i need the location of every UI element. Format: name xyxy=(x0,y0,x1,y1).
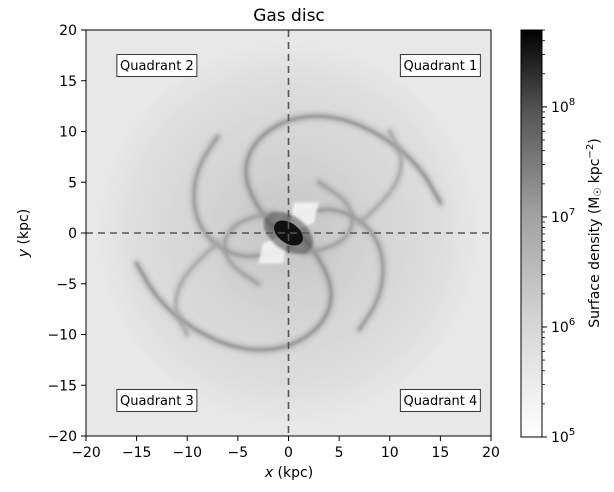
quadrant-label-box xyxy=(116,388,198,412)
quadrant-label: Quadrant 1 xyxy=(404,59,478,74)
spiral-arm xyxy=(223,211,275,286)
x-axis-ticks: −20 −15 −10 −5 0 5 10 15 20 xyxy=(71,436,500,461)
y-axis-label: y (kpc) xyxy=(16,209,32,258)
spiral-arm xyxy=(357,130,403,225)
y-tick-label: 20 xyxy=(59,23,77,39)
colorbar-ticks: 105 106 107 108 xyxy=(542,29,575,446)
colorbar xyxy=(520,29,543,438)
colorbar-tick-label: 107 xyxy=(551,207,575,226)
x-tick-label: 10 xyxy=(381,445,399,461)
x-tick-label: −5 xyxy=(228,445,249,461)
colorbar-tick-label: 108 xyxy=(551,97,575,116)
quadrant-label: Quadrant 4 xyxy=(404,394,478,409)
spiral-arm xyxy=(192,135,290,258)
quadrant-label: Quadrant 2 xyxy=(120,59,194,74)
y-tick-label: 5 xyxy=(68,175,77,191)
colorbar-tick-label: 105 xyxy=(551,427,575,446)
x-tick-label: 5 xyxy=(335,445,344,461)
quadrant-label-box xyxy=(399,388,481,412)
y-tick-label: 0 xyxy=(68,226,77,242)
x-tick-label: −10 xyxy=(172,445,202,461)
quadrant-label-box xyxy=(116,54,198,78)
x-axis-label: x (kpc) xyxy=(264,465,313,481)
plot-area xyxy=(86,30,491,436)
x-tick-label: 20 xyxy=(482,445,500,461)
y-tick-label: −5 xyxy=(56,277,77,293)
spiral-arm xyxy=(287,208,385,331)
colorbar-tick-label: 106 xyxy=(551,317,575,336)
y-tick-label: 15 xyxy=(59,74,77,90)
spiral-arm xyxy=(302,180,354,255)
chart-title: Gas disc xyxy=(253,6,325,26)
y-tick-label: 10 xyxy=(59,125,77,141)
colorbar-label: Surface density (M☉ kpc−2) xyxy=(585,138,604,327)
x-tick-label: 0 xyxy=(284,445,293,461)
x-tick-label: −15 xyxy=(122,445,152,461)
x-tick-label: 15 xyxy=(431,445,449,461)
y-tick-label: −15 xyxy=(47,378,77,394)
dense-core xyxy=(274,220,303,246)
y-axis-ticks: −20 −15 −10 −5 0 5 10 15 20 xyxy=(47,23,86,445)
quadrant-label: Quadrant 3 xyxy=(120,394,194,409)
quadrant-labels: Quadrant 1 Quadrant 2 Quadrant 3 Quadrant 4 xyxy=(116,54,481,412)
y-tick-label: −10 xyxy=(47,328,77,344)
x-tick-label: −20 xyxy=(71,445,101,461)
spiral-arm xyxy=(174,241,220,336)
y-tick-label: −20 xyxy=(47,429,77,445)
quadrant-label-box xyxy=(399,54,481,78)
spiral-arms xyxy=(132,111,445,355)
